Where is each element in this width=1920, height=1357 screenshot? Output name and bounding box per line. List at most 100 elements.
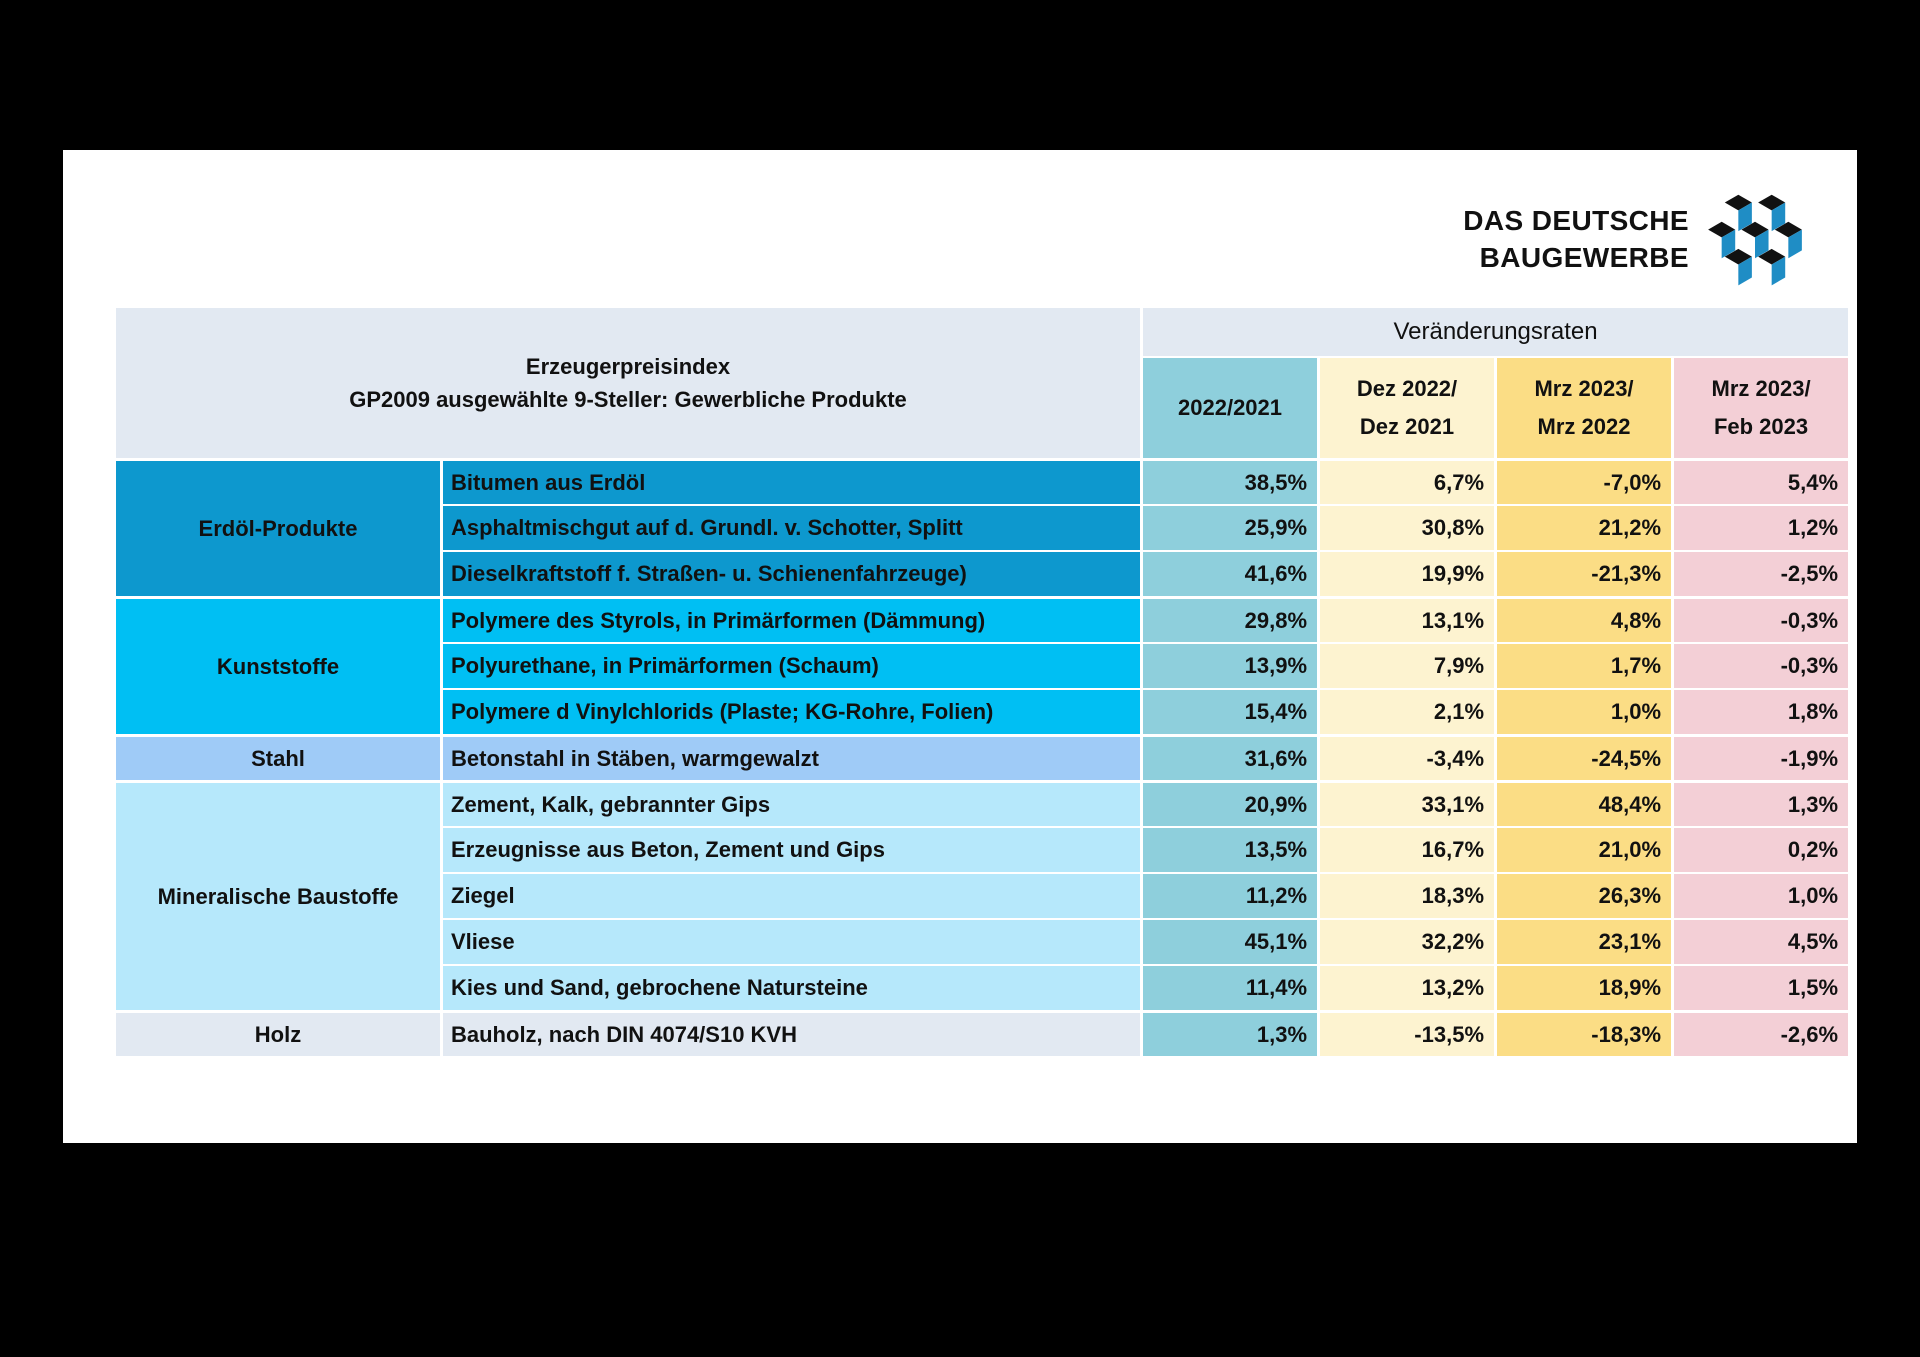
value-cell: -24,5%: [1494, 734, 1672, 780]
category-cell: Holz: [116, 1010, 440, 1056]
value-cell: 29,8%: [1140, 596, 1318, 642]
logo-text: DAS DEUTSCHE BAUGEWERBE: [1463, 203, 1689, 277]
value-cell: -0,3%: [1671, 642, 1849, 688]
category-cell: Stahl: [116, 734, 440, 780]
value-cell: 1,0%: [1671, 872, 1849, 918]
value-cell: 1,0%: [1494, 688, 1672, 734]
value-cell: 33,1%: [1317, 780, 1495, 826]
table-row: Polymere d Vinylchlorids (Plaste; KG-Roh…: [116, 688, 1849, 734]
table-row: Asphaltmischgut auf d. Grundl. v. Schott…: [116, 504, 1849, 550]
value-cell: 16,7%: [1317, 826, 1495, 872]
table-row: Polyurethane, in Primärformen (Schaum) 1…: [116, 642, 1849, 688]
table-row: Vliese 45,1% 32,2% 23,1% 4,5%: [116, 918, 1849, 964]
col-header-mrz-feb: Mrz 2023/ Feb 2023: [1671, 356, 1849, 458]
value-cell: 0,2%: [1671, 826, 1849, 872]
value-cell: 32,2%: [1317, 918, 1495, 964]
value-cell: 30,8%: [1317, 504, 1495, 550]
value-cell: 18,9%: [1494, 964, 1672, 1010]
value-cell: -13,5%: [1317, 1010, 1495, 1056]
table-row: Erdöl-Produkte Bitumen aus Erdöl 38,5% 6…: [116, 458, 1849, 596]
logo-text-line1: DAS DEUTSCHE: [1463, 205, 1689, 237]
product-cell: Bitumen aus Erdöl: [440, 458, 1141, 504]
table-row: Holz Bauholz, nach DIN 4074/S10 KVH 1,3%…: [116, 1010, 1849, 1056]
value-cell: 48,4%: [1494, 780, 1672, 826]
value-cell: 1,8%: [1671, 688, 1849, 734]
value-cell: 21,0%: [1494, 826, 1672, 872]
value-cell: -1,9%: [1671, 734, 1849, 780]
value-cell: 13,5%: [1140, 826, 1318, 872]
table-row: Ziegel 11,2% 18,3% 26,3% 1,0%: [116, 872, 1849, 918]
value-cell: -18,3%: [1494, 1010, 1672, 1056]
value-cell: 11,2%: [1140, 872, 1318, 918]
value-cell: 1,7%: [1494, 642, 1672, 688]
table-row: Mineralische Baustoffe Zement, Kalk, geb…: [116, 780, 1849, 1010]
table-row: Dieselkraftstoff f. Straßen- u. Schienen…: [116, 550, 1849, 596]
value-cell: 1,2%: [1671, 504, 1849, 550]
product-cell: Vliese: [440, 918, 1141, 964]
product-cell: Erzeugnisse aus Beton, Zement und Gips: [440, 826, 1141, 872]
value-cell: 13,1%: [1317, 596, 1495, 642]
value-cell: 13,9%: [1140, 642, 1318, 688]
product-cell: Zement, Kalk, gebrannter Gips: [440, 780, 1141, 826]
product-cell: Asphaltmischgut auf d. Grundl. v. Schott…: [440, 504, 1141, 550]
header-band-row: Erzeugerpreisindex GP2009 ausgewählte 9-…: [116, 308, 1849, 458]
data-table: Erzeugerpreisindex GP2009 ausgewählte 9-…: [116, 308, 1849, 1056]
value-cell: 26,3%: [1494, 872, 1672, 918]
product-cell: Bauholz, nach DIN 4074/S10 KVH: [440, 1010, 1141, 1056]
price-index-table: Erzeugerpreisindex GP2009 ausgewählte 9-…: [116, 308, 1849, 1056]
value-cell: 41,6%: [1140, 550, 1318, 596]
value-cell: 4,8%: [1494, 596, 1672, 642]
value-cell: -3,4%: [1317, 734, 1495, 780]
product-cell: Dieselkraftstoff f. Straßen- u. Schienen…: [440, 550, 1141, 596]
col-header-dez: Dez 2022/ Dez 2021: [1317, 356, 1495, 458]
value-cell: 38,5%: [1140, 458, 1318, 504]
value-cell: 1,3%: [1671, 780, 1849, 826]
value-cell: -0,3%: [1671, 596, 1849, 642]
value-cell: 4,5%: [1671, 918, 1849, 964]
value-cell: 20,9%: [1140, 780, 1318, 826]
slide-sheet: DAS DEUTSCHE BAUGEWERBE: [63, 150, 1857, 1143]
product-cell: Polymere des Styrols, in Primärformen (D…: [440, 596, 1141, 642]
table-row: Kunststoffe Polymere des Styrols, in Pri…: [116, 596, 1849, 734]
value-cell: 11,4%: [1140, 964, 1318, 1010]
product-cell: Kies und Sand, gebrochene Natursteine: [440, 964, 1141, 1010]
logo: DAS DEUTSCHE BAUGEWERBE: [1463, 192, 1805, 288]
category-cell: Mineralische Baustoffe: [116, 780, 440, 1010]
table-title: Erzeugerpreisindex GP2009 ausgewählte 9-…: [116, 308, 1141, 458]
value-cell: 1,3%: [1140, 1010, 1318, 1056]
product-cell: Betonstahl in Stäben, warmgewalzt: [440, 734, 1141, 780]
table-row: Stahl Betonstahl in Stäben, warmgewalzt …: [116, 734, 1849, 780]
table-title-line1: Erzeugerpreisindex: [525, 354, 731, 379]
category-cell: Erdöl-Produkte: [116, 458, 440, 596]
value-cell: 6,7%: [1317, 458, 1495, 504]
cube-logo-icon: [1708, 194, 1802, 286]
value-cell: 2,1%: [1317, 688, 1495, 734]
column-header-row: 2022/2021 Dez 2022/ Dez 2021 Mrz 2023/ M…: [116, 356, 1849, 458]
table-row: Erzeugnisse aus Beton, Zement und Gips 1…: [116, 826, 1849, 872]
value-cell: 7,9%: [1317, 642, 1495, 688]
value-cell: 5,4%: [1671, 458, 1849, 504]
value-cell: 45,1%: [1140, 918, 1318, 964]
logo-text-line2: BAUGEWERBE: [1479, 242, 1689, 273]
product-cell: Ziegel: [440, 872, 1141, 918]
table-row: Kies und Sand, gebrochene Natursteine 11…: [116, 964, 1849, 1010]
value-cell: 21,2%: [1494, 504, 1672, 550]
category-cell: Kunststoffe: [116, 596, 440, 734]
value-cell: 18,3%: [1317, 872, 1495, 918]
value-cell: -21,3%: [1494, 550, 1672, 596]
product-cell: Polymere d Vinylchlorids (Plaste; KG-Roh…: [440, 688, 1141, 734]
value-cell: 1,5%: [1671, 964, 1849, 1010]
value-cell: -2,5%: [1671, 550, 1849, 596]
product-cell: Polyurethane, in Primärformen (Schaum): [440, 642, 1141, 688]
value-cell: 19,9%: [1317, 550, 1495, 596]
col-header-2022-2021: 2022/2021: [1140, 356, 1318, 458]
value-cell: 23,1%: [1494, 918, 1672, 964]
value-cell: -2,6%: [1671, 1010, 1849, 1056]
table-title-line2: GP2009 ausgewählte 9-Steller: Gewerblich…: [349, 387, 907, 412]
value-cell: 25,9%: [1140, 504, 1318, 550]
value-cell: -7,0%: [1494, 458, 1672, 504]
change-rates-band: Veränderungsraten: [1140, 308, 1849, 356]
value-cell: 13,2%: [1317, 964, 1495, 1010]
value-cell: 31,6%: [1140, 734, 1318, 780]
value-cell: 15,4%: [1140, 688, 1318, 734]
